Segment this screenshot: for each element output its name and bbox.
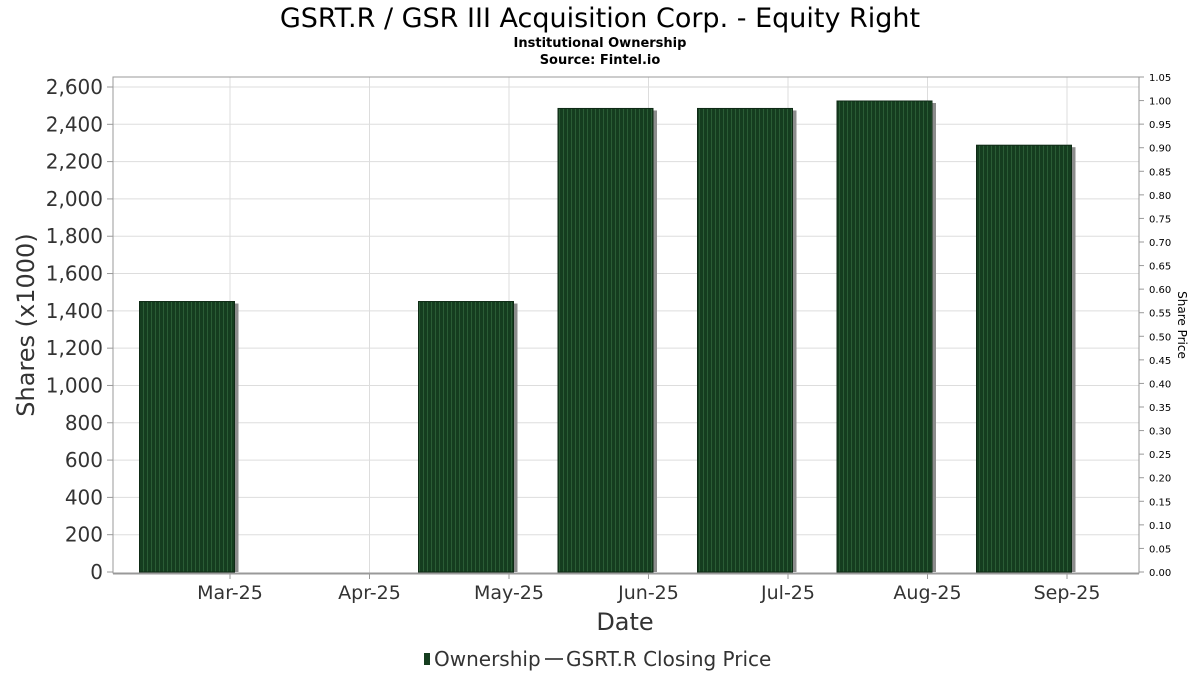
chart-subtitle-source: Source: Fintel.io (540, 53, 661, 68)
y-tick-label: 400 (65, 485, 103, 509)
y2-tick-label: 1.05 (1149, 73, 1171, 84)
y2-tick-label: 0.80 (1149, 191, 1171, 202)
y2-tick-label: 0.15 (1149, 497, 1171, 508)
y2-tick-label: 0.90 (1149, 144, 1171, 155)
y-tick-label: 800 (65, 411, 103, 435)
x-tick-label: Sep-25 (1034, 582, 1101, 604)
y2-tick-label: 0.50 (1149, 332, 1171, 343)
chart-title: GSRT.R / GSR III Acquisition Corp. - Equ… (280, 3, 920, 34)
x-tick-label: Jul-25 (760, 582, 815, 604)
y-tick-label: 0 (90, 560, 103, 584)
y-tick-label: 2,600 (46, 75, 103, 99)
y-tick-label: 1,800 (46, 224, 103, 248)
y2-tick-label: 0.60 (1149, 285, 1171, 296)
y-tick-label: 1,400 (46, 299, 103, 323)
y2-tick-label: 0.30 (1149, 427, 1171, 438)
y2-axis-ticks: 0.00 0.05 0.10 0.15 0.20 0.25 0.30 0.35 0.40 0.45… (1139, 73, 1171, 579)
y-tick-label: 2,000 (46, 187, 103, 211)
bar-Jul-25 (697, 107, 793, 573)
y2-tick-label: 0.95 (1149, 120, 1171, 131)
y2-tick-label: 0.05 (1149, 544, 1171, 555)
chart-subtitle-ownership: Institutional Ownership (514, 36, 687, 51)
y-tick-label: 200 (65, 523, 103, 547)
legend: Ownership GSRT.R Closing Price (424, 647, 771, 671)
y-axis-label: Shares (x1000) (12, 233, 40, 416)
y2-tick-label: 0.40 (1149, 379, 1171, 390)
x-tick-label: Aug-25 (893, 582, 961, 604)
y2-tick-label: 0.75 (1149, 214, 1171, 225)
x-axis-ticks: Mar-25 Apr-25 May-25 Jun-25 Jul-25 Aug-25 Sep-… (197, 574, 1100, 604)
bar-Aug-25 (836, 100, 933, 573)
y-tick-label: 2,400 (46, 112, 103, 136)
y2-tick-label: 1.00 (1149, 97, 1171, 108)
y2-tick-label: 0.65 (1149, 262, 1171, 273)
y2-tick-label: 0.55 (1149, 309, 1171, 320)
plot-area-border (112, 76, 1140, 574)
bar-Sep-25 (976, 144, 1072, 573)
bar-May-25 (418, 301, 514, 573)
legend-swatch-ownership (424, 653, 430, 665)
y-axis-ticks: 0 200 400 600 800 1,000 1,200 1,400 1,600 1,800 2,… (46, 75, 113, 584)
x-tick-label: Apr-25 (338, 582, 401, 604)
y2-tick-label: 0.20 (1149, 474, 1171, 485)
bar-Jun-25 (557, 107, 654, 573)
x-tick-label: May-25 (474, 582, 544, 604)
y2-tick-label: 0.70 (1149, 238, 1171, 249)
y-tick-label: 2,200 (46, 150, 103, 174)
x-axis-label: Date (596, 608, 653, 636)
legend-label-ownership: Ownership (434, 647, 541, 671)
y-tick-label: 1,000 (46, 373, 103, 397)
y-tick-label: 600 (65, 448, 103, 472)
y2-tick-label: 0.25 (1149, 450, 1171, 461)
legend-label-price: GSRT.R Closing Price (566, 647, 771, 671)
y2-tick-label: 0.45 (1149, 356, 1171, 367)
x-tick-label: Jun-25 (617, 582, 679, 604)
y-tick-label: 1,600 (46, 262, 103, 286)
y2-tick-label: 0.00 (1149, 568, 1171, 579)
bar-Mar-25 (139, 301, 235, 573)
y-tick-label: 1,200 (46, 336, 103, 360)
y2-tick-label: 0.85 (1149, 167, 1171, 178)
bars-group (113, 100, 1139, 575)
y2-tick-label: 0.35 (1149, 403, 1171, 414)
x-tick-label: Mar-25 (197, 582, 263, 604)
y2-tick-label: 0.10 (1149, 521, 1171, 532)
y2-axis-label: Share Price (1175, 291, 1189, 359)
